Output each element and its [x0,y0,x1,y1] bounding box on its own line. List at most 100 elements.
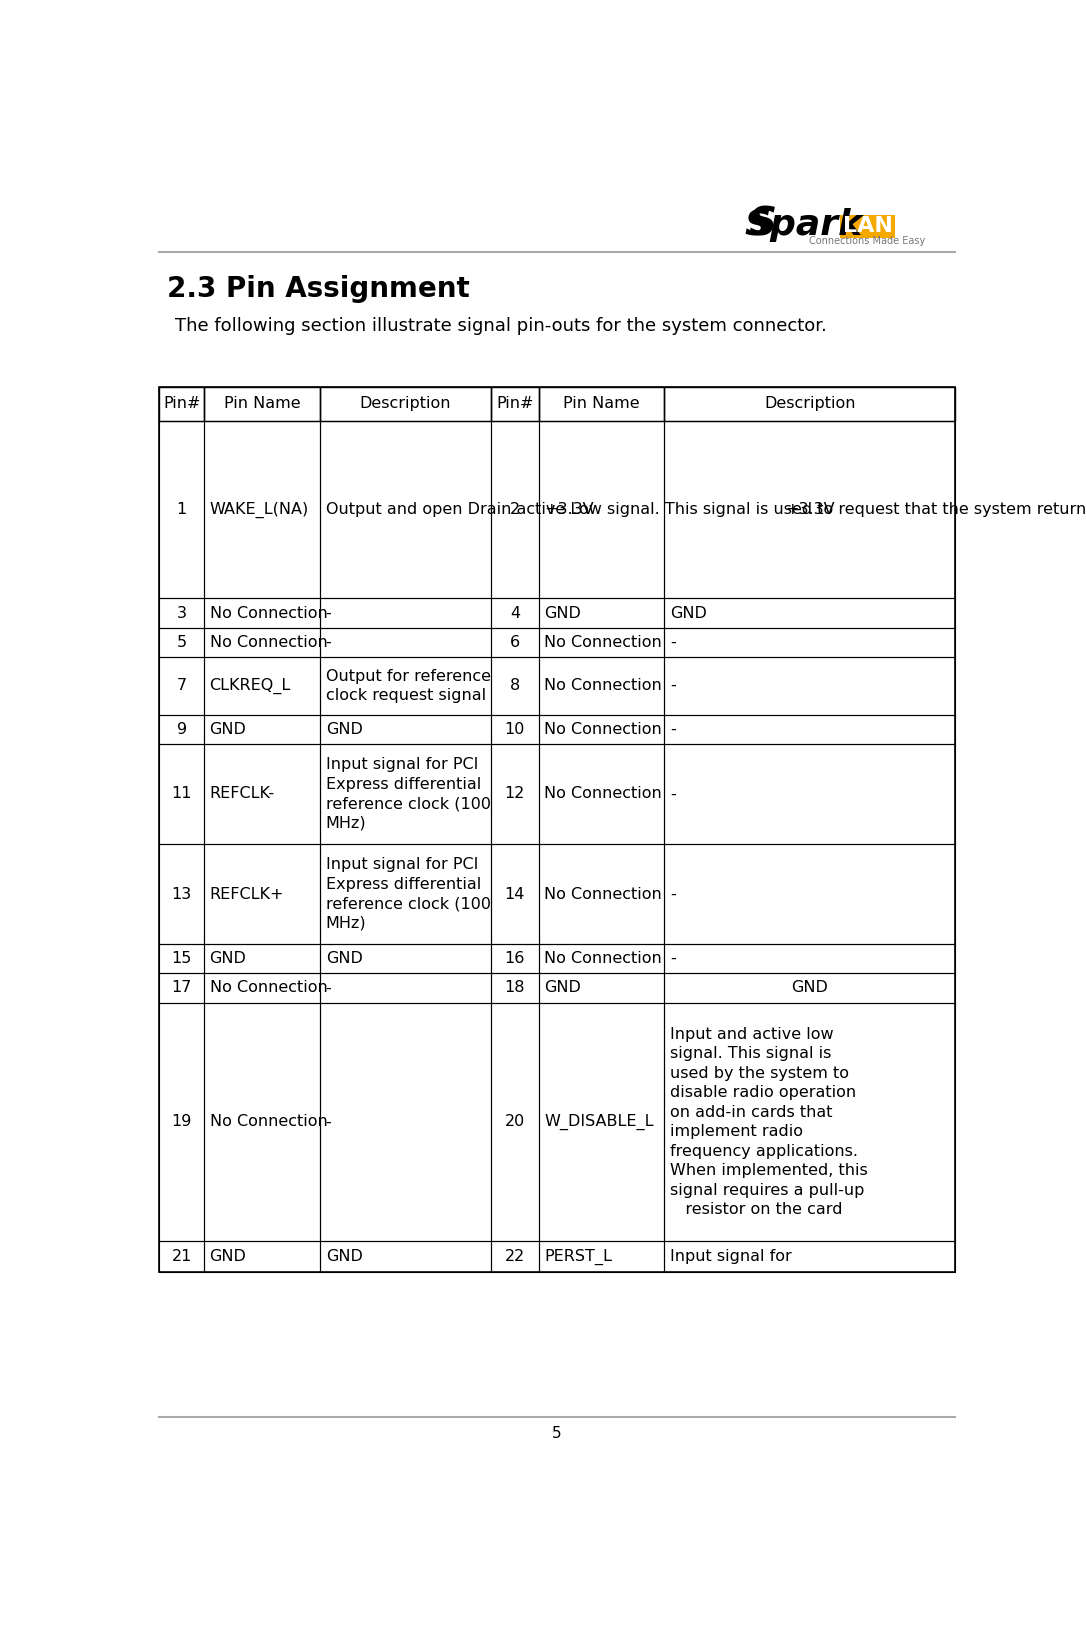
Text: REFCLK-: REFCLK- [210,786,275,802]
Text: CLKREQ_L: CLKREQ_L [210,678,290,694]
Bar [664,845,955,945]
Text: No Connection: No Connection [545,951,662,966]
Text: Pin#: Pin# [163,396,200,411]
Text: No Connection: No Connection [210,606,327,620]
Bar [204,386,321,421]
Text: 17: 17 [172,981,191,995]
Bar [321,421,491,599]
Text: Pin Name: Pin Name [563,396,640,411]
Bar [539,599,664,627]
Text: implement radio: implement radio [670,1125,803,1139]
Bar [664,715,955,743]
Text: 12: 12 [504,786,525,802]
Bar [204,599,321,627]
Bar [539,627,664,656]
Text: -: - [326,606,332,620]
Text: Output for reference: Output for reference [326,668,490,684]
Bar [159,386,955,1272]
Bar [204,1002,321,1241]
Bar [539,1241,664,1272]
Bar [321,845,491,945]
Bar [321,1241,491,1272]
Bar [491,1241,539,1272]
Text: GND: GND [210,951,247,966]
Bar [664,599,955,627]
Text: -: - [670,635,676,650]
Bar [159,656,204,715]
Text: Input and active low: Input and active low [670,1026,834,1041]
Text: PERST_L: PERST_L [545,1249,612,1265]
Text: 10: 10 [504,722,525,737]
Text: Connections Made Easy: Connections Made Easy [810,236,926,246]
Bar [491,974,539,1002]
Text: +3.3V: +3.3V [545,503,594,517]
Bar [159,599,204,627]
Bar [539,421,664,599]
Bar [159,421,204,599]
Text: GND: GND [326,722,363,737]
Bar [159,386,204,421]
Text: 16: 16 [504,951,525,966]
Bar [159,974,204,1002]
Bar [491,743,539,845]
Text: No Connection: No Connection [210,635,327,650]
Text: 5: 5 [176,635,187,650]
Text: 2: 2 [510,503,520,517]
Text: Description: Description [764,396,855,411]
Text: Express differential: Express differential [326,776,482,792]
Text: No Connection: No Connection [545,786,662,802]
Text: Input signal for PCI: Input signal for PCI [326,858,478,873]
Bar [491,845,539,945]
Bar [539,974,664,1002]
Text: 6: 6 [510,635,520,650]
Bar [321,627,491,656]
Bar [664,945,955,974]
Text: 15: 15 [172,951,191,966]
Bar [491,1002,539,1241]
Text: 1: 1 [176,503,187,517]
Text: Output and open Drain active Low signal. This signal is used to request that the: Output and open Drain active Low signal.… [326,503,1087,517]
Bar [321,974,491,1002]
Bar [321,656,491,715]
Text: 19: 19 [172,1115,191,1130]
Bar [159,627,204,656]
Bar [491,599,539,627]
Bar [539,845,664,945]
Bar [159,1002,204,1241]
Bar [839,214,896,237]
Text: GND: GND [670,606,707,620]
Text: reference clock (100: reference clock (100 [326,897,490,912]
Bar [491,627,539,656]
Text: 3: 3 [176,606,187,620]
Text: 18: 18 [504,981,525,995]
Text: frequency applications.: frequency applications. [670,1144,858,1159]
Text: Pin#: Pin# [496,396,534,411]
Text: 7: 7 [176,678,187,694]
Text: MHz): MHz) [326,815,366,830]
Bar [159,715,204,743]
Bar [159,845,204,945]
Text: GND: GND [545,981,582,995]
Text: REFCLK+: REFCLK+ [210,887,284,902]
Bar [204,945,321,974]
Bar [321,1002,491,1241]
Bar [664,386,955,421]
Bar [491,715,539,743]
Text: Input signal for PCI: Input signal for PCI [326,758,478,773]
Text: 21: 21 [172,1249,191,1264]
Text: reference clock (100: reference clock (100 [326,796,490,812]
Bar [204,845,321,945]
Bar [159,743,204,845]
Bar [159,1241,204,1272]
Bar [539,1002,664,1241]
Text: 2.3 Pin Assignment: 2.3 Pin Assignment [167,275,470,303]
Bar [539,715,664,743]
Text: signal requires a pull-up: signal requires a pull-up [670,1182,864,1198]
Text: 11: 11 [172,786,191,802]
Bar [204,1241,321,1272]
Bar [539,656,664,715]
Bar [664,1241,955,1272]
Text: 8: 8 [510,678,520,694]
Text: -: - [670,722,676,737]
Text: 22: 22 [504,1249,525,1264]
